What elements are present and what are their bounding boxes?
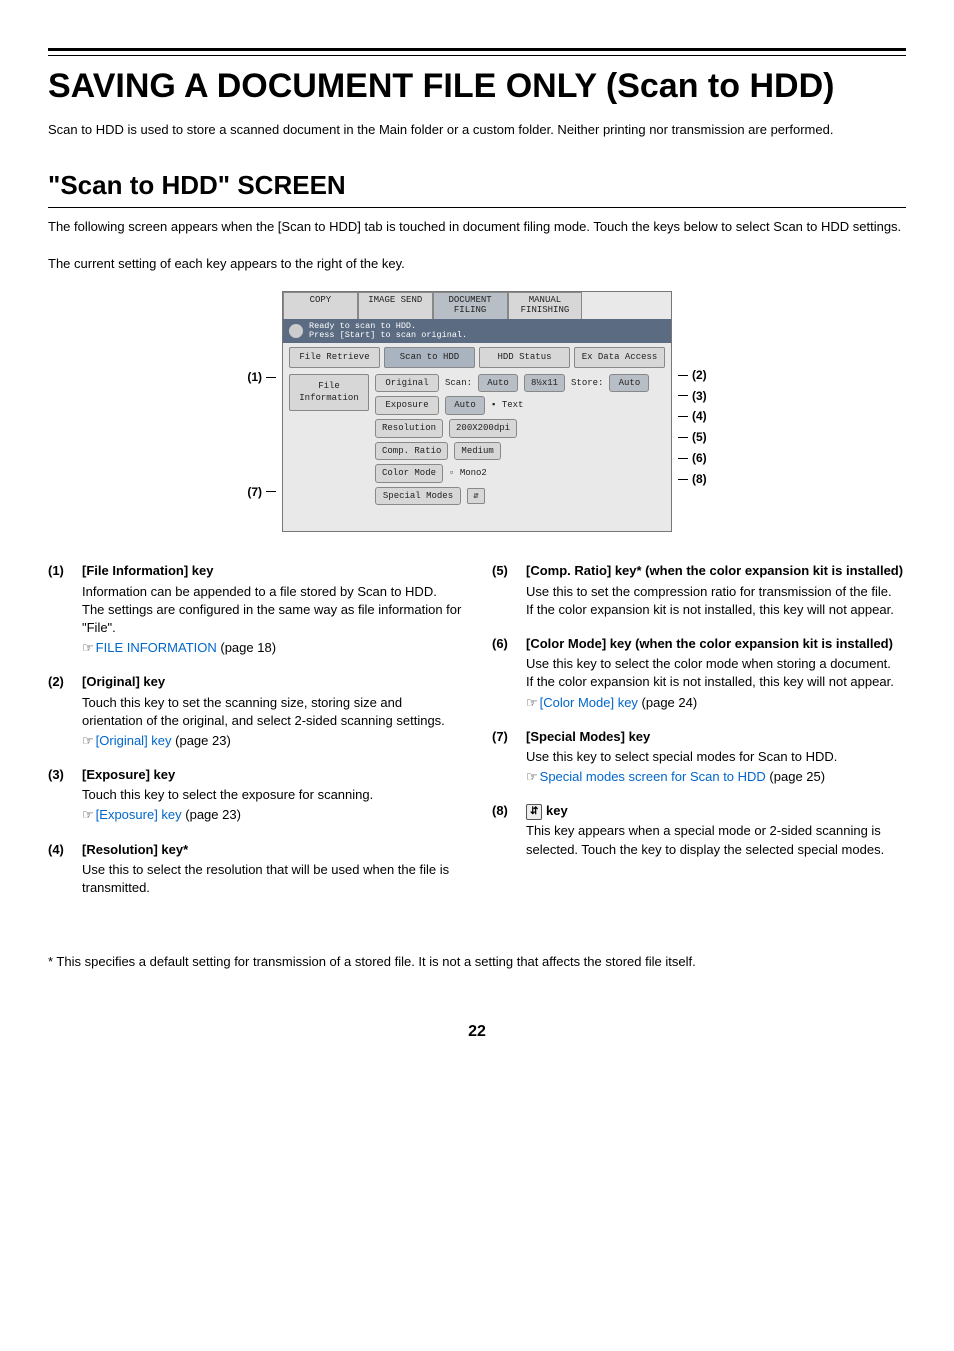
scan-size[interactable]: 8½x11 <box>524 374 565 393</box>
callout-7: (7) <box>247 484 276 501</box>
row-comp-ratio: Comp. Ratio Medium <box>375 442 665 461</box>
def-6-link-line: ☞[Color Mode] key (page 24) <box>526 694 894 712</box>
def-5-body: Use this to set the compression ratio fo… <box>526 583 903 619</box>
row-exposure: Exposure Auto ▪ Text <box>375 396 665 415</box>
row-special-modes: Special Modes ⇵ <box>375 487 665 506</box>
definitions-columns: (1) [File Information] key Information c… <box>48 562 906 913</box>
def-3: (3) [Exposure] key Touch this key to sel… <box>48 766 462 827</box>
row-color-mode: Color Mode ▫ Mono2 <box>375 464 665 483</box>
callout-2: (2) <box>678 367 707 384</box>
subintro-2: The current setting of each key appears … <box>48 255 906 273</box>
def-5: (5) [Comp. Ratio] key* (when the color e… <box>492 562 906 621</box>
row-original: Original Scan: Auto 8½x11 Store: Auto <box>375 374 665 393</box>
file-information-button[interactable]: File Information <box>289 374 369 411</box>
comp-ratio-button[interactable]: Comp. Ratio <box>375 442 448 461</box>
exposure-text: ▪ Text <box>491 399 523 412</box>
tab-copy[interactable]: COPY <box>283 292 358 319</box>
color-mode-button[interactable]: Color Mode <box>375 464 443 483</box>
def-1-body: Information can be appended to a file st… <box>82 583 462 638</box>
def-3-link-line: ☞[Exposure] key (page 23) <box>82 806 373 824</box>
store-value[interactable]: Auto <box>609 374 649 393</box>
top-rule <box>48 48 906 56</box>
def-1-link-line: ☞FILE INFORMATION (page 18) <box>82 639 462 657</box>
exposure-button[interactable]: Exposure <box>375 396 439 415</box>
def-6-link[interactable]: [Color Mode] key <box>540 695 638 710</box>
def-8: (8) ⇵ key This key appears when a specia… <box>492 802 906 861</box>
special-mode-indicator-icon[interactable]: ⇵ <box>467 488 485 504</box>
def-2: (2) [Original] key Touch this key to set… <box>48 673 462 752</box>
def-8-head: ⇵ key <box>526 802 906 820</box>
subintro-1: The following screen appears when the [S… <box>48 218 906 236</box>
def-1-head: [File Information] key <box>82 562 462 580</box>
def-3-link[interactable]: [Exposure] key <box>96 807 182 822</box>
page-number: 22 <box>48 1021 906 1043</box>
subtab-ex-data[interactable]: Ex Data Access <box>574 347 665 368</box>
resolution-button[interactable]: Resolution <box>375 419 443 438</box>
resolution-value[interactable]: 200X200dpi <box>449 419 517 438</box>
def-3-head: [Exposure] key <box>82 766 373 784</box>
callout-5: (5) <box>678 429 707 446</box>
status-bar: Ready to scan to HDD. Press [Start] to s… <box>283 319 671 344</box>
def-7-link-line: ☞Special modes screen for Scan to HDD (p… <box>526 768 837 786</box>
special-modes-button[interactable]: Special Modes <box>375 487 461 506</box>
def-7-link[interactable]: Special modes screen for Scan to HDD <box>540 769 766 784</box>
scan-label: Scan: <box>445 377 472 390</box>
def-4: (4) [Resolution] key* Use this to select… <box>48 841 462 900</box>
tab-spacer <box>582 292 671 319</box>
comp-ratio-value[interactable]: Medium <box>454 442 500 461</box>
def-1: (1) [File Information] key Information c… <box>48 562 462 659</box>
page-title: SAVING A DOCUMENT FILE ONLY (Scan to HDD… <box>48 66 906 107</box>
def-6: (6) [Color Mode] key (when the color exp… <box>492 635 906 714</box>
def-7-body: Use this key to select special modes for… <box>526 748 837 766</box>
def-4-head: [Resolution] key* <box>82 841 462 859</box>
top-tabs: COPY IMAGE SEND DOCUMENT FILING MANUAL F… <box>283 292 671 319</box>
def-4-body: Use this to select the resolution that w… <box>82 861 462 897</box>
touchscreen-panel: COPY IMAGE SEND DOCUMENT FILING MANUAL F… <box>282 291 672 533</box>
status-line-2: Press [Start] to scan original. <box>309 330 467 340</box>
sub-tabs: File Retrieve Scan to HDD HDD Status Ex … <box>283 343 671 368</box>
exposure-value[interactable]: Auto <box>445 396 485 415</box>
original-button[interactable]: Original <box>375 374 439 393</box>
def-8-body: This key appears when a special mode or … <box>526 822 906 858</box>
gear-icon <box>289 324 303 338</box>
scan-value[interactable]: Auto <box>478 374 518 393</box>
callouts-left: (1) (7) <box>247 291 276 501</box>
callout-3: (3) <box>678 388 707 405</box>
def-5-head: [Comp. Ratio] key* (when the color expan… <box>526 562 903 580</box>
callouts-right: (2) (3) (4) (5) (6) (8) <box>678 291 707 488</box>
callout-8: (8) <box>678 471 707 488</box>
callout-6: (6) <box>678 450 707 467</box>
section-title: "Scan to HDD" SCREEN <box>48 167 906 208</box>
definitions-right: (5) [Comp. Ratio] key* (when the color e… <box>492 562 906 913</box>
subtab-scan-to-hdd[interactable]: Scan to HDD <box>384 347 475 368</box>
key-icon: ⇵ <box>526 804 542 820</box>
subtab-file-retrieve[interactable]: File Retrieve <box>289 347 380 368</box>
def-3-body: Touch this key to select the exposure fo… <box>82 786 373 804</box>
panel-illustration: (1) (7) COPY IMAGE SEND DOCUMENT FILING … <box>48 291 906 533</box>
definitions-left: (1) [File Information] key Information c… <box>48 562 462 913</box>
def-7: (7) [Special Modes] key Use this key to … <box>492 728 906 789</box>
store-label: Store: <box>571 377 603 390</box>
def-2-link[interactable]: [Original] key <box>96 733 172 748</box>
row-resolution: Resolution 200X200dpi <box>375 419 665 438</box>
tab-doc-filing[interactable]: DOCUMENT FILING <box>433 292 508 319</box>
def-7-head: [Special Modes] key <box>526 728 837 746</box>
def-2-body: Touch this key to set the scanning size,… <box>82 694 462 730</box>
color-mode-value: ▫ Mono2 <box>449 467 487 480</box>
subtab-hdd-status[interactable]: HDD Status <box>479 347 570 368</box>
def-2-head: [Original] key <box>82 673 462 691</box>
def-1-link[interactable]: FILE INFORMATION <box>96 640 217 655</box>
footnote: * This specifies a default setting for t… <box>48 953 906 971</box>
tab-image-send[interactable]: IMAGE SEND <box>358 292 433 319</box>
def-2-link-line: ☞[Original] key (page 23) <box>82 732 462 750</box>
callout-4: (4) <box>678 408 707 425</box>
tab-manual-finishing[interactable]: MANUAL FINISHING <box>508 292 583 319</box>
def-6-body: Use this key to select the color mode wh… <box>526 655 894 691</box>
intro-text: Scan to HDD is used to store a scanned d… <box>48 121 906 139</box>
def-6-head: [Color Mode] key (when the color expansi… <box>526 635 894 653</box>
callout-1: (1) <box>247 369 276 386</box>
